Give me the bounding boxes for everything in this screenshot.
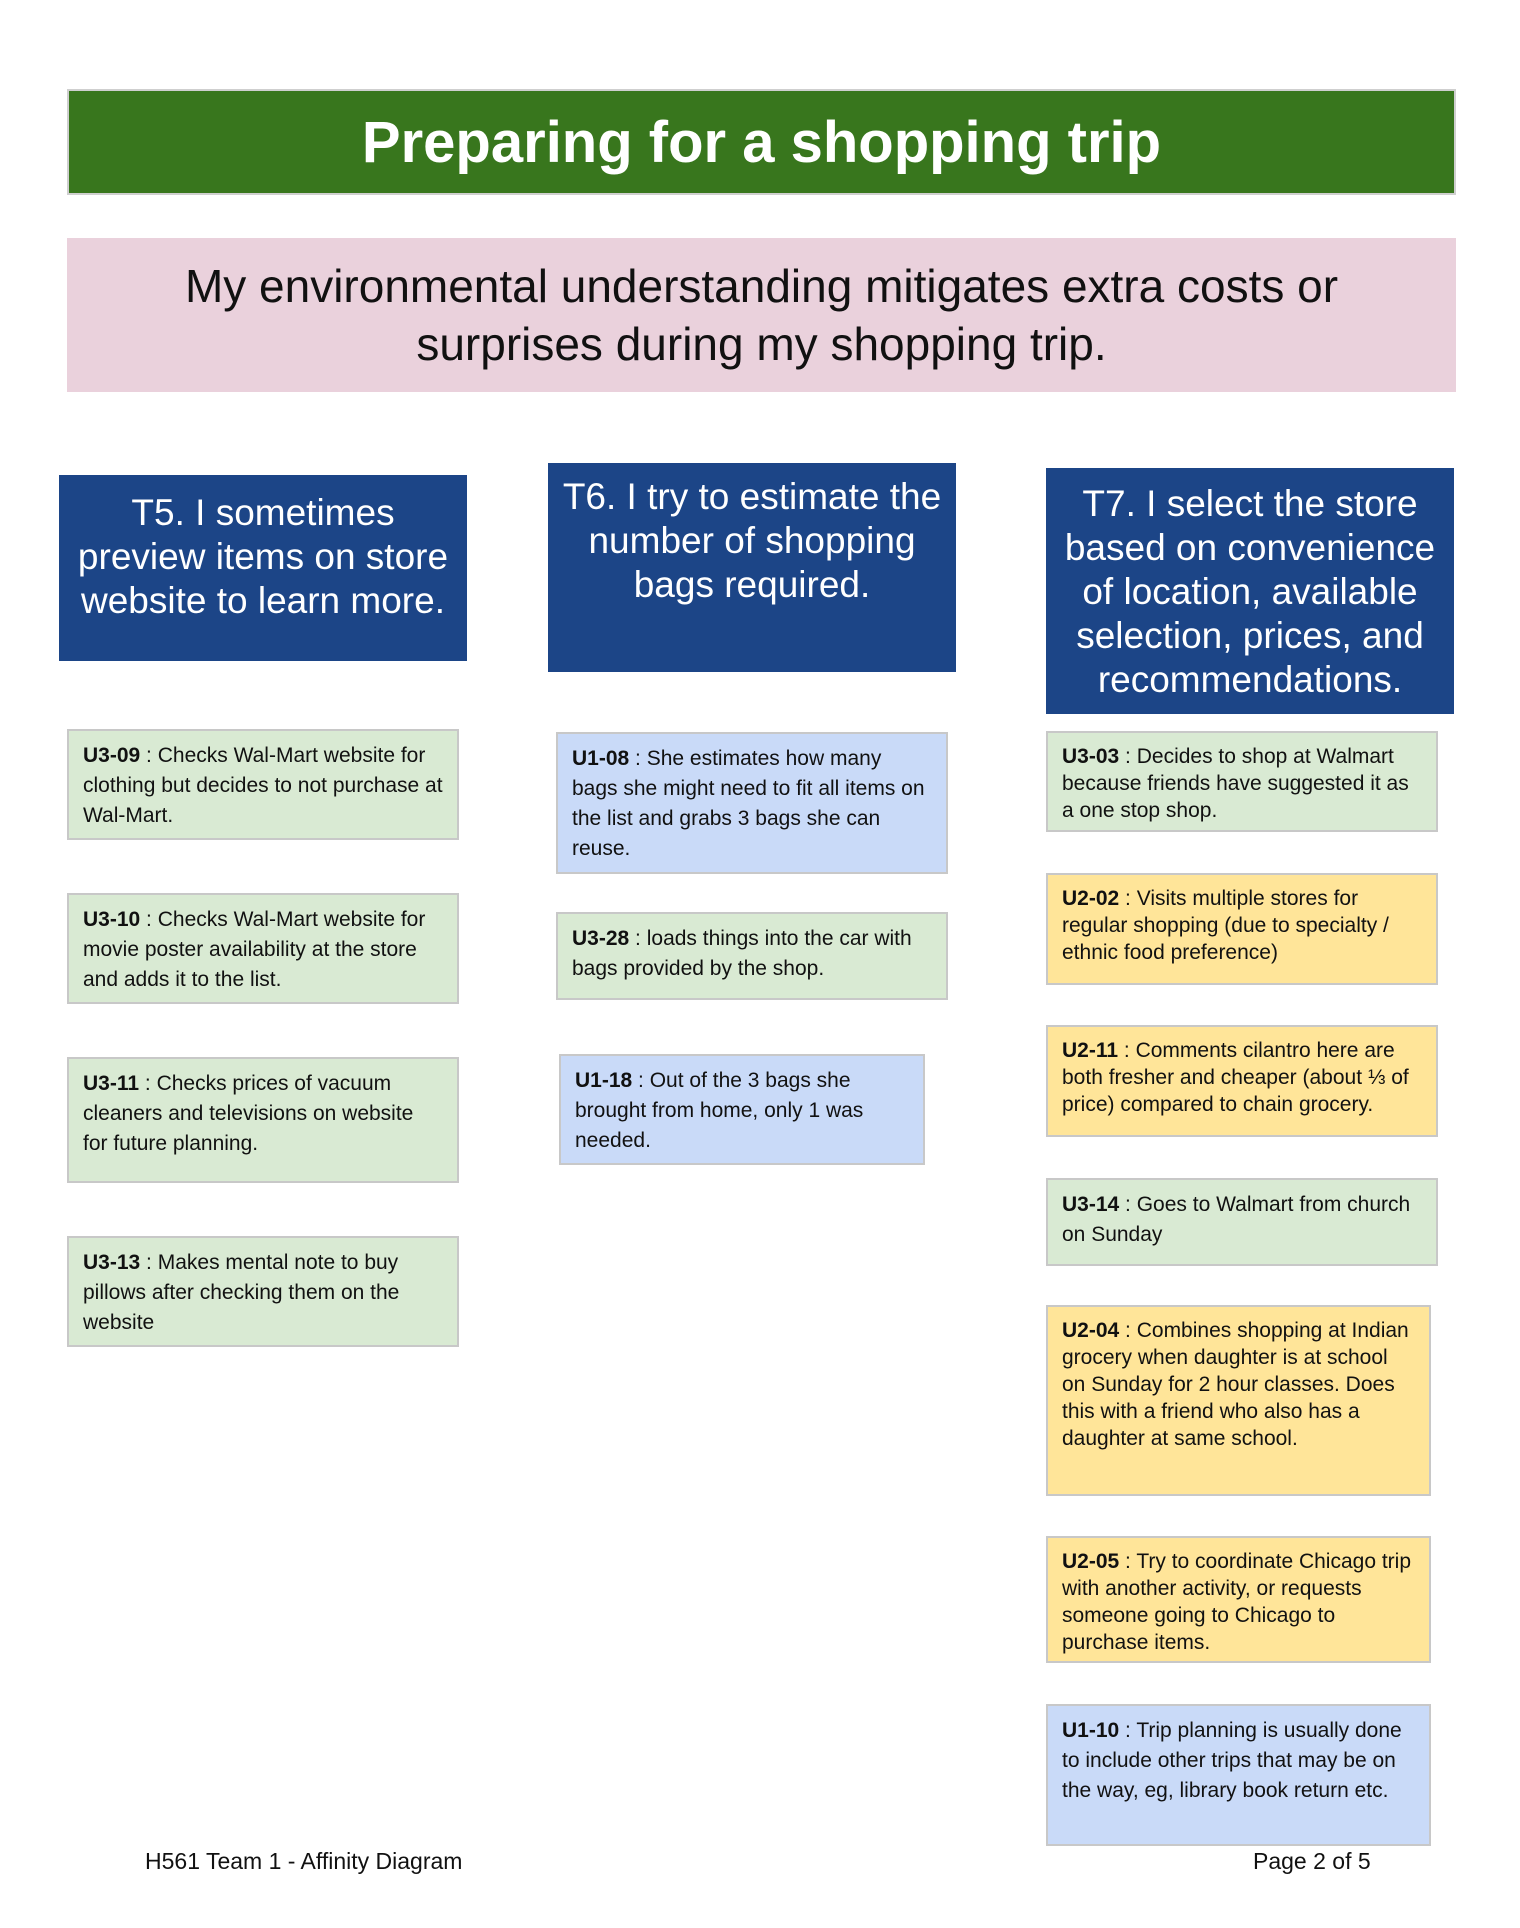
note-u3-10: U3-10 : Checks Wal-Mart website for movi… [67, 893, 459, 1004]
note-u2-02: U2-02 : Visits multiple stores for regul… [1046, 873, 1438, 985]
note-u1-18: U1-18 : Out of the 3 bags she brought fr… [559, 1054, 925, 1165]
insight-text: My environmental understanding mitigates… [184, 260, 1339, 370]
note-u3-11: U3-11 : Checks prices of vacuum cleaners… [67, 1057, 459, 1183]
insight-card: My environmental understanding mitigates… [67, 238, 1456, 392]
footer-left: H561 Team 1 - Affinity Diagram [145, 1848, 463, 1874]
theme-t6-header: T6. I try to estimate the number of shop… [548, 463, 956, 672]
theme-t5-header: T5. I sometimes preview items on store w… [59, 475, 467, 661]
note-u1-10: U1-10 : Trip planning is usually done to… [1046, 1704, 1431, 1846]
title-banner: Preparing for a shopping trip [67, 89, 1456, 195]
theme-t7-label: T7. I select the store based on convenie… [1064, 483, 1436, 700]
note-u2-05: U2-05 : Try to coordinate Chicago trip w… [1046, 1536, 1431, 1663]
theme-t7-header: T7. I select the store based on convenie… [1046, 468, 1454, 714]
note-u1-08: U1-08 : She estimates how many bags she … [556, 732, 948, 874]
theme-t6-label: T6. I try to estimate the number of shop… [562, 476, 942, 605]
note-u3-09: U3-09 : Checks Wal-Mart website for clot… [67, 729, 459, 840]
note-u3-28: U3-28 : loads things into the car with b… [556, 912, 948, 1000]
footer-page-number: Page 2 of 5 [1253, 1848, 1371, 1874]
theme-t5-label: T5. I sometimes preview items on store w… [77, 492, 449, 621]
note-u2-11: U2-11 : Comments cilantro here are both … [1046, 1025, 1438, 1137]
note-u3-03: U3-03 : Decides to shop at Walmart becau… [1046, 731, 1438, 832]
page-title: Preparing for a shopping trip [361, 109, 1162, 175]
note-u3-14: U3-14 : Goes to Walmart from church on S… [1046, 1178, 1438, 1266]
note-u3-13: U3-13 : Makes mental note to buy pillows… [67, 1236, 459, 1347]
note-u2-04: U2-04 : Combines shopping at Indian groc… [1046, 1305, 1431, 1496]
